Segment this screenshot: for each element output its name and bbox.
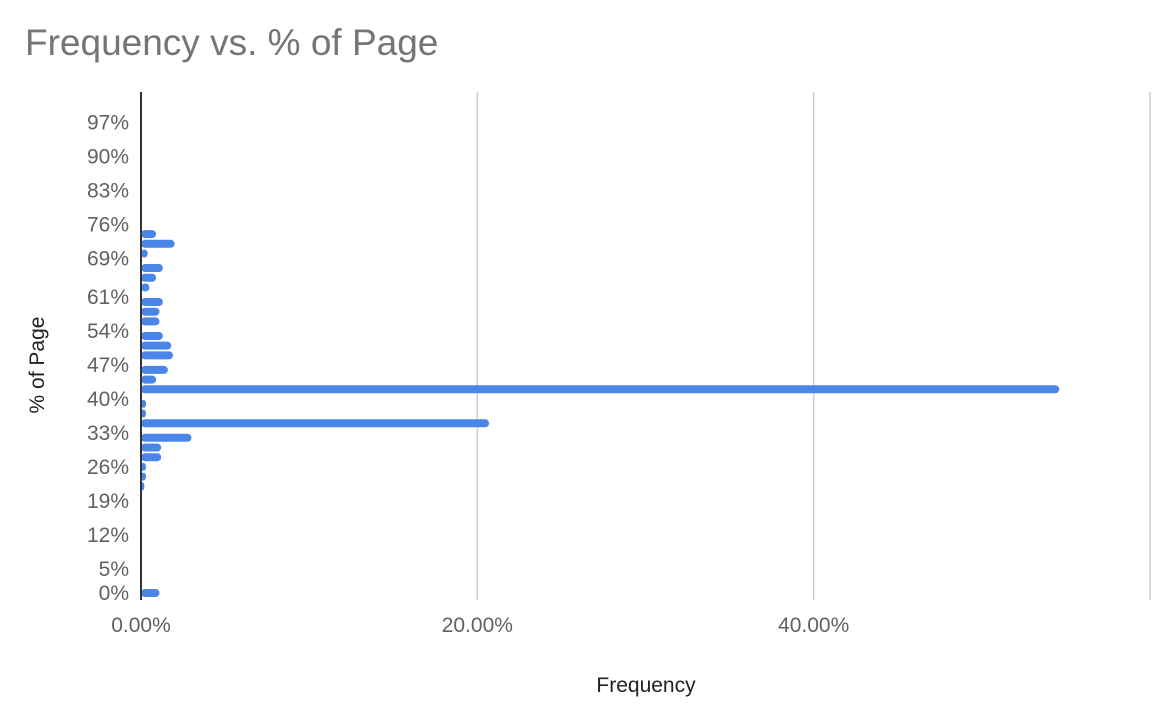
bar-0-7	[141, 419, 490, 428]
bar-0-22	[141, 249, 148, 258]
gridlines	[476, 92, 1151, 600]
y-tick-label: 76%	[87, 213, 129, 236]
bar-0-13	[141, 351, 173, 360]
y-axis-title: % of Page	[26, 317, 49, 414]
y-tick-label: 0%	[99, 582, 129, 605]
bar-0-10	[141, 385, 1060, 394]
bar-0-11	[141, 375, 157, 384]
x-tick-label: 0.00%	[111, 614, 171, 637]
bar-0-8	[141, 409, 147, 418]
bar-0-12	[141, 365, 168, 374]
x-tick-labels: 0.00% 20.00% 40.00%	[111, 614, 849, 637]
y-tick-label: 12%	[87, 524, 129, 547]
y-tick-label: 83%	[87, 179, 129, 202]
y-tick-labels: 0%5% 12% 19% 26% 33% 40% 47% 54% 61% 69% 76% 83% 90%…	[87, 112, 129, 605]
x-axis-title: Frequency	[596, 674, 696, 697]
bar-0-19	[141, 283, 150, 292]
y-tick-label: 61%	[87, 286, 129, 309]
bar-0-18	[141, 298, 163, 306]
y-tick-label: 26%	[87, 456, 129, 479]
y-tick-label: 90%	[87, 146, 129, 169]
bar-0-9	[141, 399, 147, 408]
bar-0-16	[141, 317, 160, 326]
y-tick-label: 33%	[87, 422, 129, 445]
chart-title: Frequency vs. % of Page	[25, 22, 439, 63]
y-tick-label: 69%	[87, 247, 129, 270]
bar-0-4	[141, 453, 162, 462]
y-tick-label: 47%	[87, 354, 129, 377]
bar-0-15	[141, 331, 163, 340]
y-tick-label: 19%	[87, 490, 129, 513]
y-tick-label: 54%	[87, 320, 129, 343]
bar-0-17	[141, 307, 160, 316]
bar-0-0	[141, 589, 160, 597]
bar-0-23	[141, 239, 175, 248]
bar-0-2	[141, 472, 147, 481]
bar-0-24	[141, 230, 157, 239]
bar-0-3	[141, 462, 147, 471]
bar-0-20	[141, 273, 157, 282]
x-tick-label: 40.00%	[778, 614, 849, 637]
bar-0-21	[141, 264, 163, 273]
bars	[141, 230, 1060, 597]
x-tick-label: 20.00%	[442, 614, 513, 637]
y-tick-label: 5%	[99, 558, 129, 581]
bar-0-6	[141, 433, 192, 442]
bar-0-14	[141, 341, 172, 350]
y-tick-label: 97%	[87, 112, 129, 135]
bar-0-5	[141, 443, 162, 452]
y-tick-label: 40%	[87, 388, 129, 411]
